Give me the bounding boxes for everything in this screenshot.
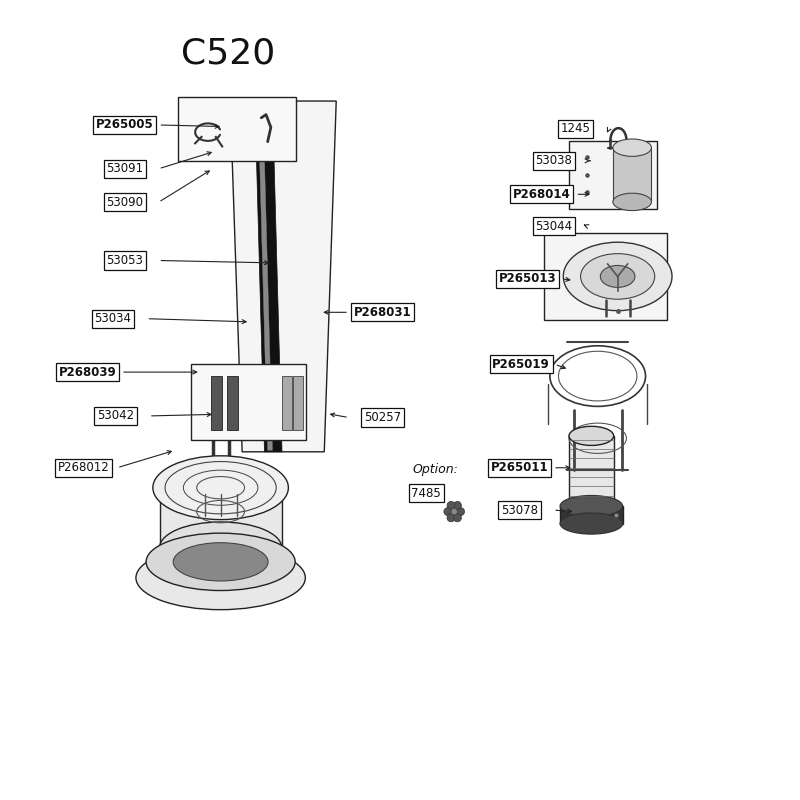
Ellipse shape [581,254,654,299]
Polygon shape [178,97,296,161]
Polygon shape [293,376,302,430]
Text: P265011: P265011 [490,462,548,474]
Polygon shape [560,506,622,523]
Text: 53078: 53078 [501,503,538,517]
Ellipse shape [454,514,462,522]
Polygon shape [160,488,282,547]
Ellipse shape [560,495,622,517]
Polygon shape [255,101,282,452]
Text: 53044: 53044 [535,220,573,233]
Ellipse shape [153,456,288,519]
Ellipse shape [600,266,635,287]
Ellipse shape [457,508,465,515]
Ellipse shape [444,508,452,515]
Text: 53053: 53053 [106,254,143,267]
Text: 50257: 50257 [364,411,401,424]
Ellipse shape [563,242,672,310]
Text: C520: C520 [182,36,276,70]
Ellipse shape [447,502,455,510]
Text: 53034: 53034 [94,312,131,325]
Ellipse shape [451,509,458,515]
Ellipse shape [136,546,306,610]
Polygon shape [282,376,291,430]
Ellipse shape [173,542,268,581]
Ellipse shape [613,139,651,156]
Text: P265013: P265013 [498,272,556,286]
Polygon shape [613,148,651,202]
Ellipse shape [447,514,455,522]
Polygon shape [569,436,614,500]
Text: 53091: 53091 [106,162,143,175]
Text: 53090: 53090 [106,196,143,209]
Polygon shape [569,141,657,209]
Text: P268031: P268031 [354,306,411,319]
Polygon shape [543,233,667,320]
Text: P265005: P265005 [96,118,154,131]
Text: 53038: 53038 [535,154,572,167]
Ellipse shape [569,426,614,446]
Ellipse shape [146,533,295,590]
Text: 1245: 1245 [561,122,590,135]
Text: P268039: P268039 [58,366,116,378]
Text: 7485: 7485 [411,486,441,500]
Ellipse shape [560,513,622,534]
Ellipse shape [613,194,651,210]
Polygon shape [227,376,238,430]
Text: P268014: P268014 [513,188,570,201]
Text: P268012: P268012 [58,462,110,474]
Text: Option:: Option: [413,463,459,476]
Polygon shape [230,101,336,452]
Text: 53042: 53042 [97,410,134,422]
Text: P265019: P265019 [492,358,550,370]
Ellipse shape [454,502,462,510]
Polygon shape [258,102,273,450]
Polygon shape [191,364,306,440]
Polygon shape [211,376,222,430]
Ellipse shape [160,522,282,573]
